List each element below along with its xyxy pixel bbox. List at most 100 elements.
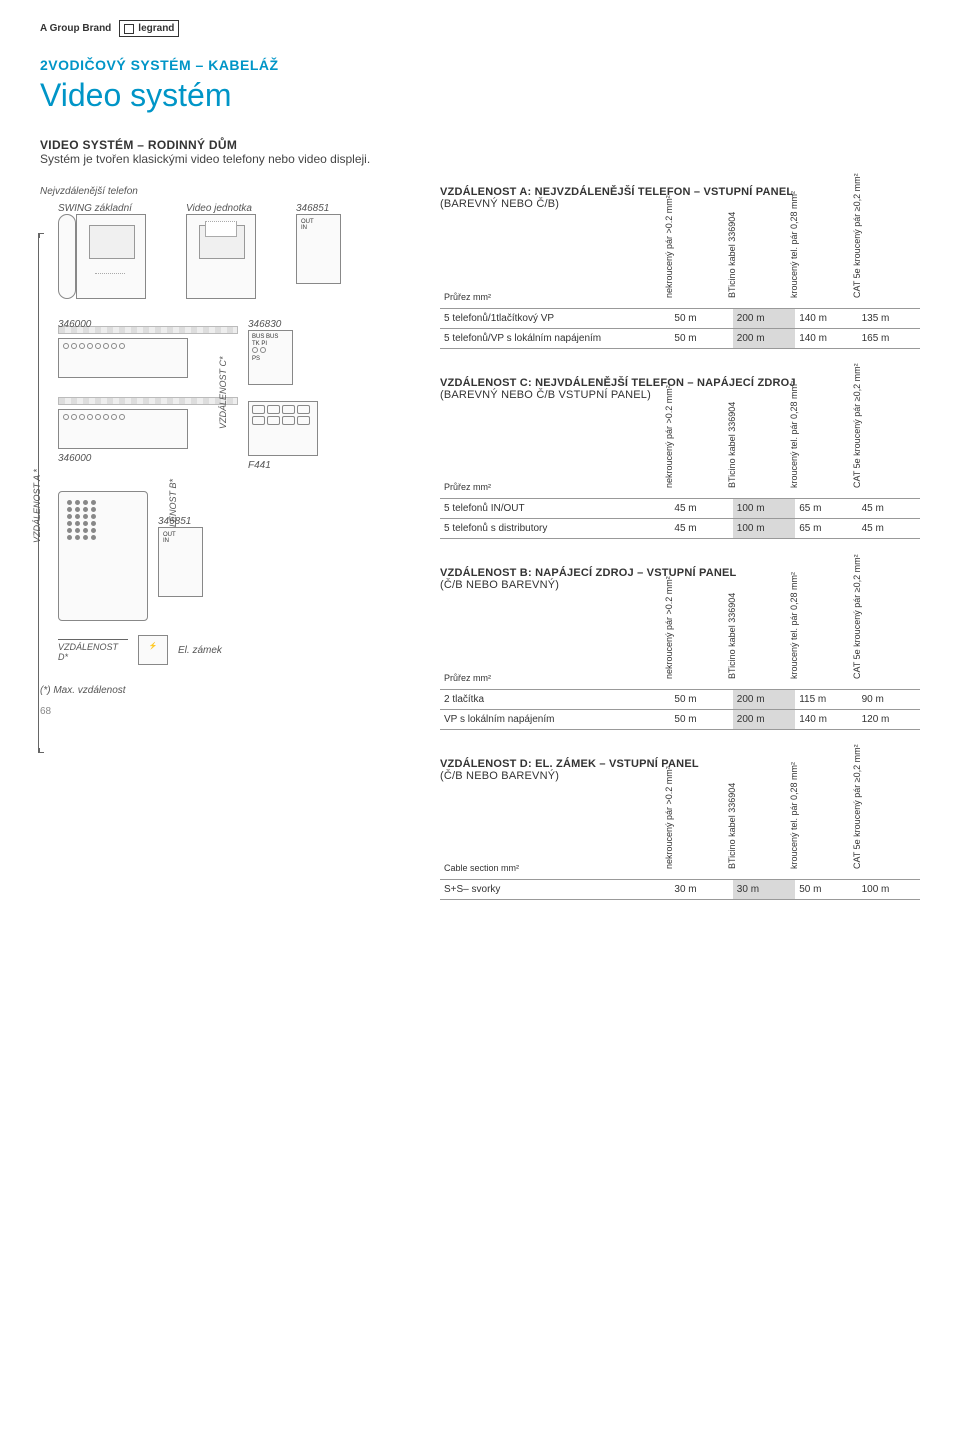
col-c3: kroucený tel. pár 0,28 mm² [789, 667, 799, 679]
col-c3: kroucený tel. pár 0,28 mm² [789, 476, 799, 488]
col-c2: BTicino kabel 336904 [727, 286, 737, 298]
tblD-sub: (Č/B NEBO BAREVNÝ) [440, 770, 559, 782]
tables-column: VZDÁLENOST A: NEJVZDÁLENĚJŠÍ TELEFON – V… [440, 186, 920, 928]
cell: 140 m [795, 328, 857, 348]
col-c1: nekroucený pár >0.2 mm² [664, 857, 674, 869]
table-row: S+S– svorky 30 m 30 m 50 m 100 m [440, 880, 920, 900]
label-346851-a: 346851 [296, 203, 341, 214]
col-c3: kroucený tel. pár 0,28 mm² [789, 857, 799, 869]
cell: 200 m [733, 709, 795, 729]
cell: 50 m [670, 328, 732, 348]
brand-logo-text: legrand [138, 23, 174, 34]
col-cable: Cable section mm² [440, 790, 670, 880]
cell: 200 m [733, 689, 795, 709]
label-video-unit: Video jednotka [186, 203, 256, 214]
brand-header: A Group Brand legrand [40, 20, 920, 37]
label-dist-c: VZDÁLENOST C* [218, 356, 228, 429]
cell: 200 m [733, 328, 795, 348]
cell: 115 m [795, 689, 857, 709]
table-dist-d: Cable section mm² nekroucený pár >0.2 mm… [440, 790, 920, 901]
cell: 50 m [670, 689, 732, 709]
label-el-lock: El. zámek [178, 645, 222, 656]
legrand-logo: legrand [119, 20, 179, 37]
cell: 65 m [795, 499, 857, 519]
cell: 200 m [733, 308, 795, 328]
cell: 5 telefonů IN/OUT [440, 499, 670, 519]
col-c1: nekroucený pár >0.2 mm² [664, 667, 674, 679]
tblD-title-text: VZDÁLENOST D: EL. ZÁMEK – VSTUPNÍ PANEL [440, 758, 699, 770]
label-swing: SWING základní [58, 203, 146, 214]
col-c1: nekroucený pár >0.2 mm² [664, 286, 674, 298]
col-c3: kroucený tel. pár 0,28 mm² [789, 286, 799, 298]
entry-panel-device [58, 491, 148, 621]
title-system-large: Video systém [40, 77, 920, 114]
col-c2: BTicino kabel 336904 [727, 476, 737, 488]
label-346830: 346830 [248, 319, 293, 330]
col-prurez: Průřez mm² [440, 599, 670, 689]
table-row: 5 telefonů IN/OUT 45 m 100 m 65 m 45 m [440, 499, 920, 519]
module-346000-bottom [58, 409, 188, 449]
col-prurez: Průřez mm² [440, 218, 670, 308]
cell: 5 telefonů s distributory [440, 519, 670, 539]
swing-device [76, 214, 146, 299]
subtitle-main: VIDEO SYSTÉM – RODINNÝ DŮM [40, 138, 920, 152]
handset-device [58, 214, 76, 299]
tblC-sub: (BAREVNÝ NEBO Č/B VSTUPNÍ PANEL) [440, 389, 651, 401]
table-dist-c: Průřez mm² nekroucený pár >0.2 mm² BTici… [440, 409, 920, 540]
table-row: 5 telefonů/1tlačítkový VP 50 m 200 m 140… [440, 308, 920, 328]
label-346851-b: 346851 [158, 516, 203, 527]
tblA-title-text: VZDÁLENOST A: NEJVZDÁLENĚJŠÍ TELEFON – V… [440, 186, 793, 198]
tblA-title: VZDÁLENOST A: NEJVZDÁLENĚJŠÍ TELEFON – V… [440, 186, 920, 210]
cell: 2 tlačítka [440, 689, 670, 709]
col-c4: CAT 5e kroucený pár ≥0,2 mm² [852, 667, 862, 679]
tblB-title: VZDÁLENOST B: NAPÁJECÍ ZDROJ – VSTUPNÍ P… [440, 567, 920, 591]
col-c4: CAT 5e kroucený pár ≥0,2 mm² [852, 476, 862, 488]
cell: 100 m [733, 499, 795, 519]
video-unit-device [186, 214, 256, 299]
col-c1: nekroucený pár >0.2 mm² [664, 476, 674, 488]
cell: 45 m [858, 499, 920, 519]
cell: 50 m [670, 709, 732, 729]
label-farthest-phone: Nejvzdálenější telefon [40, 186, 410, 197]
cell: 165 m [858, 328, 920, 348]
cell: 30 m [670, 880, 732, 900]
tblC-title-text: VZDÁLENOST C: NEJVDÁLENĚJŠÍ TELEFON – NA… [440, 377, 796, 389]
cell: 5 telefonů/VP s lokálním napájením [440, 328, 670, 348]
tblC-title: VZDÁLENOST C: NEJVDÁLENĚJŠÍ TELEFON – NA… [440, 377, 920, 401]
label-f441: F441 [248, 460, 318, 471]
subtitle-desc: Systém je tvořen klasickými video telefo… [40, 152, 920, 166]
module-346851-b: OUTIN [158, 527, 203, 597]
col-prurez: Průřez mm² [440, 409, 670, 499]
col-c4: CAT 5e kroucený pár ≥0,2 mm² [852, 286, 862, 298]
module-346000-top [58, 338, 188, 378]
tblA-sub: (BAREVNÝ NEBO Č/B) [440, 198, 559, 210]
wiring-diagram: Nejvzdálenější telefon VZDÁLENOST A * SW… [40, 186, 410, 717]
tblD-title: VZDÁLENOST D: EL. ZÁMEK – VSTUPNÍ PANEL … [440, 758, 920, 782]
col-c4: CAT 5e kroucený pár ≥0,2 mm² [852, 857, 862, 869]
cell: 45 m [670, 519, 732, 539]
cell: VP s lokálním napájením [440, 709, 670, 729]
cell: 45 m [670, 499, 732, 519]
table-row: 2 tlačítka 50 m 200 m 115 m 90 m [440, 689, 920, 709]
table-row: VP s lokálním napájením 50 m 200 m 140 m… [440, 709, 920, 729]
cell: 100 m [858, 880, 920, 900]
table-row: 5 telefonů s distributory 45 m 100 m 65 … [440, 519, 920, 539]
col-c2: BTicino kabel 336904 [727, 857, 737, 869]
table-row: 5 telefonů/VP s lokálním napájením 50 m … [440, 328, 920, 348]
title-system-small: 2VODIČOVÝ SYSTÉM – KABELÁŽ [40, 57, 920, 73]
cell: 90 m [858, 689, 920, 709]
tblB-title-text: VZDÁLENOST B: NAPÁJECÍ ZDROJ – VSTUPNÍ P… [440, 567, 736, 579]
page-number: 68 [40, 706, 410, 717]
cell: 5 telefonů/1tlačítkový VP [440, 308, 670, 328]
cell: 65 m [795, 519, 857, 539]
col-c2: BTicino kabel 336904 [727, 667, 737, 679]
cell: 50 m [670, 308, 732, 328]
table-dist-a: Průřez mm² nekroucený pár >0.2 mm² BTici… [440, 218, 920, 349]
tblB-sub: (Č/B NEBO BAREVNÝ) [440, 579, 559, 591]
lock-device: ⚡ [138, 635, 168, 665]
brand-prefix: A Group Brand [40, 23, 111, 34]
cell: 30 m [733, 880, 795, 900]
cell: 140 m [795, 709, 857, 729]
label-dist-d: VZDÁLENOST D* [58, 639, 128, 662]
cell: 135 m [858, 308, 920, 328]
